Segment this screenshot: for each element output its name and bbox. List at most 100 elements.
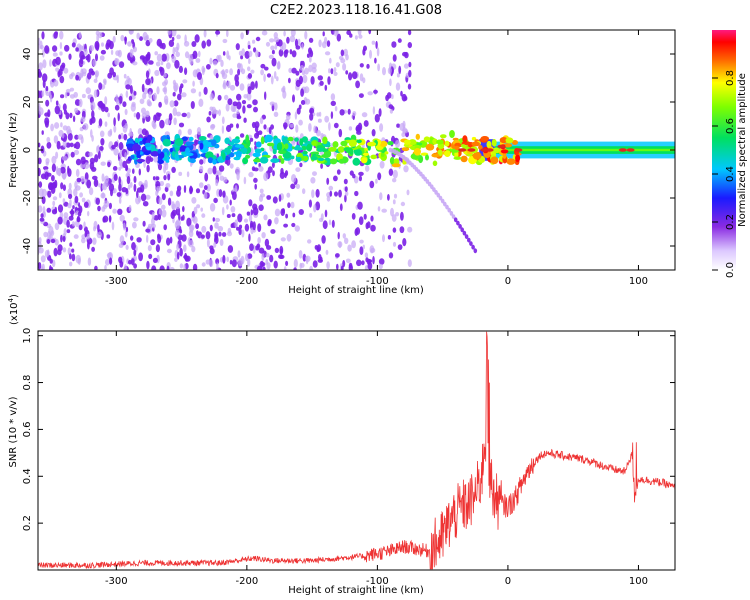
noise-speckle bbox=[316, 112, 320, 117]
noise-speckle bbox=[370, 224, 376, 232]
noise-speckle bbox=[188, 240, 194, 248]
noise-speckle bbox=[288, 67, 293, 74]
noise-speckle bbox=[328, 219, 332, 226]
noise-speckle bbox=[62, 235, 66, 242]
noise-speckle bbox=[49, 94, 53, 103]
noise-speckle bbox=[322, 31, 325, 37]
noise-speckle bbox=[265, 252, 270, 258]
spectrogram-xtick-label: -300 bbox=[105, 276, 128, 287]
noise-speckle bbox=[50, 238, 56, 244]
signal-blob bbox=[432, 160, 438, 167]
noise-speckle bbox=[247, 66, 251, 72]
noise-speckle bbox=[63, 67, 69, 74]
noise-speckle bbox=[274, 247, 280, 253]
noise-speckle bbox=[372, 106, 376, 115]
noise-speckle bbox=[119, 260, 124, 268]
noise-speckle bbox=[148, 60, 154, 65]
noise-speckle bbox=[388, 252, 394, 259]
noise-speckle bbox=[306, 53, 310, 58]
noise-speckle bbox=[168, 39, 175, 48]
noise-speckle bbox=[389, 108, 393, 114]
noise-speckle bbox=[63, 228, 67, 236]
noise-speckle bbox=[407, 83, 412, 90]
noise-speckle bbox=[215, 30, 221, 35]
noise-speckle bbox=[67, 133, 73, 141]
noise-speckle bbox=[55, 67, 60, 72]
noise-speckle bbox=[226, 204, 229, 210]
noise-speckle bbox=[311, 67, 317, 73]
spectrogram-xtick-label: -100 bbox=[366, 276, 389, 287]
noise-speckle bbox=[133, 183, 137, 192]
noise-speckle bbox=[357, 201, 363, 210]
noise-speckle bbox=[72, 205, 75, 210]
noise-speckle bbox=[133, 175, 137, 184]
noise-speckle bbox=[329, 57, 332, 64]
signal-blob bbox=[222, 152, 226, 161]
trail-blob bbox=[449, 211, 454, 216]
trail-blob bbox=[438, 195, 443, 201]
noise-speckle bbox=[213, 241, 217, 248]
noise-speckle bbox=[354, 190, 359, 197]
noise-speckle bbox=[89, 118, 93, 126]
noise-speckle bbox=[66, 219, 70, 228]
noise-speckle bbox=[153, 215, 159, 221]
noise-speckle bbox=[151, 265, 157, 270]
noise-speckle bbox=[271, 57, 277, 67]
noise-speckle bbox=[42, 73, 48, 83]
noise-speckle bbox=[312, 260, 318, 268]
noise-speckle bbox=[304, 30, 308, 40]
noise-speckle bbox=[74, 107, 79, 113]
noise-speckle bbox=[218, 231, 222, 237]
signal-blob bbox=[143, 151, 151, 156]
noise-speckle bbox=[221, 232, 227, 237]
noise-speckle bbox=[359, 73, 364, 82]
noise-speckle bbox=[167, 173, 171, 181]
noise-speckle bbox=[119, 235, 125, 244]
noise-speckle bbox=[93, 226, 96, 232]
signal-blob bbox=[338, 158, 345, 164]
signal-blob bbox=[282, 136, 290, 145]
noise-speckle bbox=[52, 196, 58, 201]
noise-speckle bbox=[287, 202, 291, 209]
noise-speckle bbox=[235, 166, 241, 176]
noise-speckle bbox=[146, 234, 149, 243]
noise-speckle bbox=[129, 181, 133, 188]
signal-blob bbox=[202, 139, 209, 146]
noise-speckle bbox=[225, 103, 230, 112]
noise-speckle bbox=[98, 100, 104, 109]
noise-speckle bbox=[322, 220, 328, 230]
noise-speckle bbox=[355, 80, 360, 89]
noise-speckle bbox=[280, 237, 286, 242]
noise-speckle bbox=[57, 216, 63, 225]
noise-speckle bbox=[44, 120, 49, 128]
noise-speckle bbox=[182, 79, 188, 84]
signal-peak bbox=[497, 144, 506, 149]
noise-speckle bbox=[269, 101, 276, 106]
noise-speckle bbox=[67, 247, 72, 256]
noise-speckle bbox=[69, 87, 75, 92]
noise-speckle bbox=[386, 92, 392, 99]
noise-speckle bbox=[367, 262, 373, 270]
noise-speckle bbox=[161, 193, 166, 201]
signal-blob bbox=[301, 136, 308, 143]
noise-speckle bbox=[273, 260, 278, 269]
noise-speckle bbox=[293, 259, 298, 268]
noise-speckle bbox=[343, 178, 348, 185]
noise-speckle bbox=[408, 61, 412, 68]
signal-blob bbox=[444, 150, 451, 158]
noise-speckle bbox=[265, 41, 271, 47]
noise-speckle bbox=[227, 80, 231, 89]
noise-speckle bbox=[141, 107, 146, 114]
noise-speckle bbox=[171, 201, 175, 210]
noise-speckle bbox=[262, 266, 266, 270]
noise-speckle bbox=[72, 115, 76, 123]
noise-speckle bbox=[241, 100, 247, 105]
signal-blob bbox=[132, 143, 141, 152]
noise-speckle bbox=[300, 100, 306, 105]
noise-speckle bbox=[250, 69, 255, 74]
noise-speckle bbox=[229, 259, 233, 265]
noise-speckle bbox=[163, 175, 167, 181]
noise-speckle bbox=[57, 249, 62, 256]
noise-speckle bbox=[133, 112, 137, 118]
noise-speckle bbox=[69, 242, 73, 247]
